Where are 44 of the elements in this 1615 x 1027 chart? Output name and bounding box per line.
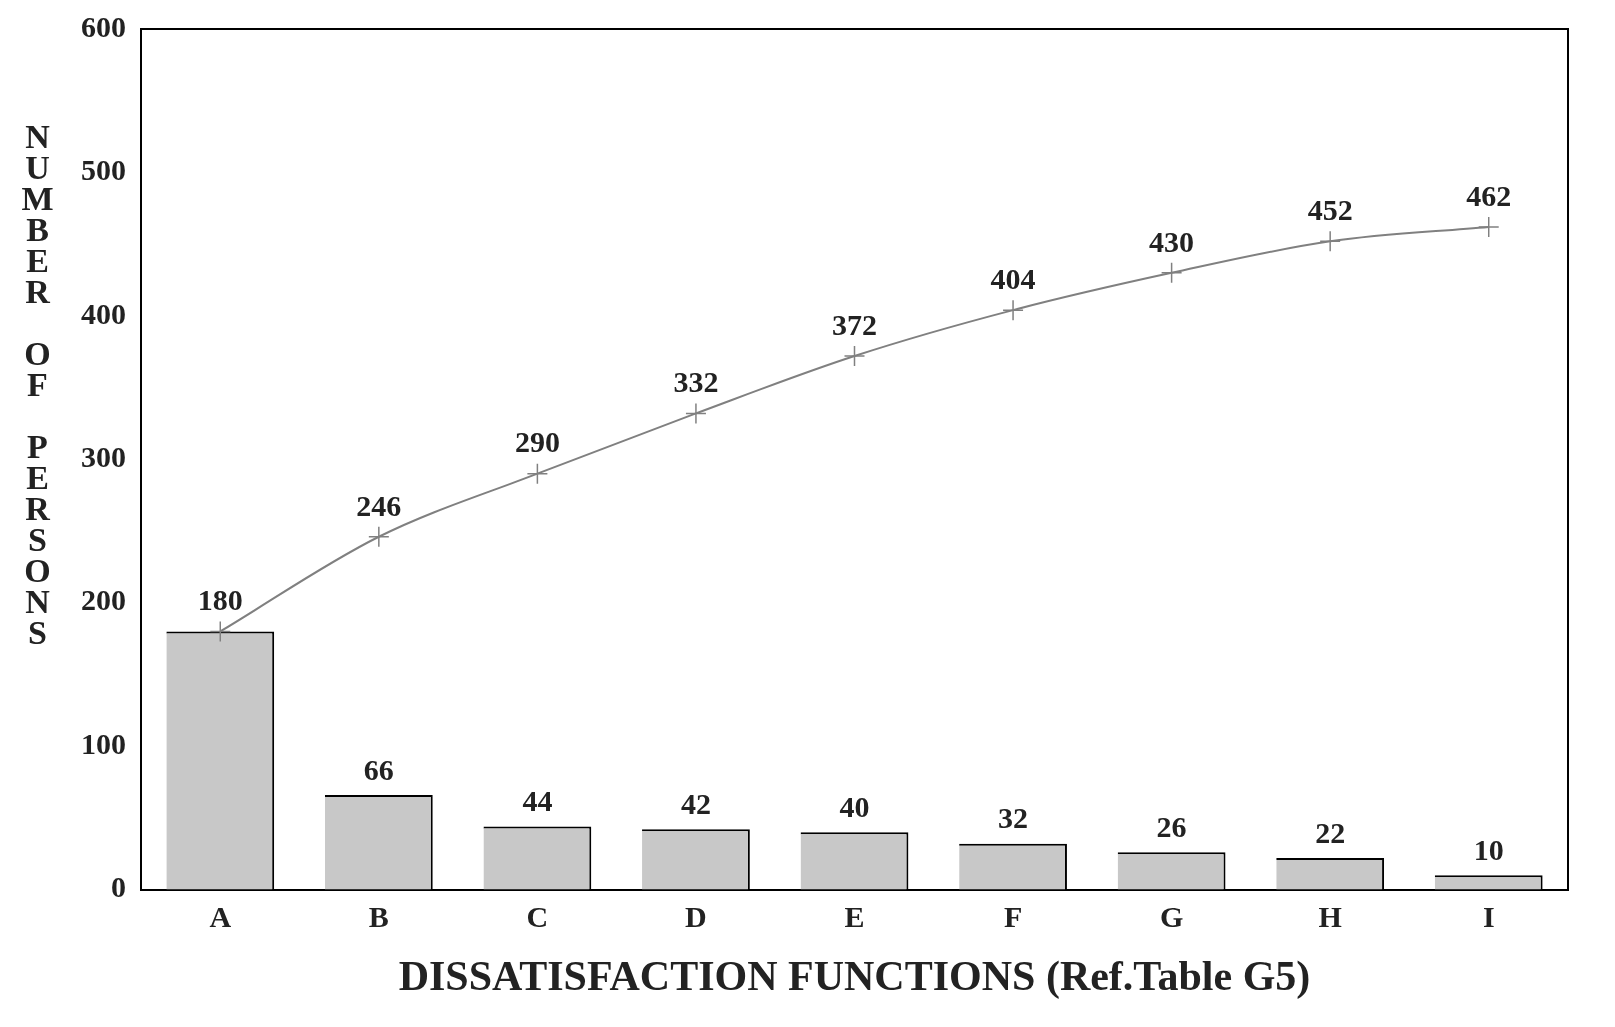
point [368, 526, 390, 548]
data-label: 10 [1473, 833, 1504, 867]
x-tick-label: H [1318, 900, 1342, 934]
point [1477, 216, 1500, 238]
x-tick-label: C [526, 900, 549, 934]
y-tick-label: 500 [81, 153, 126, 187]
y-tick-label: 0 [111, 870, 126, 904]
y-tick-label: 600 [81, 9, 126, 43]
data-label: 22 [1315, 815, 1346, 849]
x-tick-label: D [685, 900, 707, 934]
point [1002, 299, 1024, 321]
data-label: 462 [1466, 178, 1512, 212]
point [526, 462, 549, 485]
data-label: 44 [522, 784, 553, 818]
point [1160, 262, 1183, 284]
data-label: 332 [673, 365, 719, 399]
x-tick-label: B [368, 900, 389, 934]
y-tick-label: 100 [81, 726, 126, 760]
data-label: 26 [1156, 810, 1187, 844]
data-label: 66 [363, 752, 394, 786]
data-label: 40 [839, 789, 870, 823]
x-tick-label: F [1003, 900, 1023, 934]
data-label: 246 [356, 488, 402, 522]
data-label: 42 [680, 787, 711, 821]
point [843, 345, 866, 367]
data-label: 430 [1149, 224, 1195, 258]
x-tick-label: E [844, 900, 865, 934]
point [1319, 230, 1341, 253]
point [685, 402, 707, 425]
y-tick-label: 200 [81, 583, 126, 617]
y-axis-title: NUMBER OF PERSONS [18, 118, 56, 645]
x-axis-title: DISSATISFACTION FUNCTIONS (Ref.Table G5) [398, 952, 1311, 1000]
y-tick-label: 400 [81, 296, 126, 330]
data-label: 290 [514, 425, 560, 459]
data-label: 372 [832, 307, 877, 341]
x-tick-label: A [209, 900, 232, 934]
data-label: 32 [998, 801, 1029, 835]
data-label: 452 [1307, 193, 1353, 227]
x-tick-label: I [1482, 900, 1495, 934]
x-tick-label: G [1159, 900, 1184, 934]
point [209, 620, 232, 643]
data-label: 180 [197, 583, 243, 617]
data-label: 404 [990, 261, 1036, 295]
y-tick-label: 300 [81, 440, 126, 474]
